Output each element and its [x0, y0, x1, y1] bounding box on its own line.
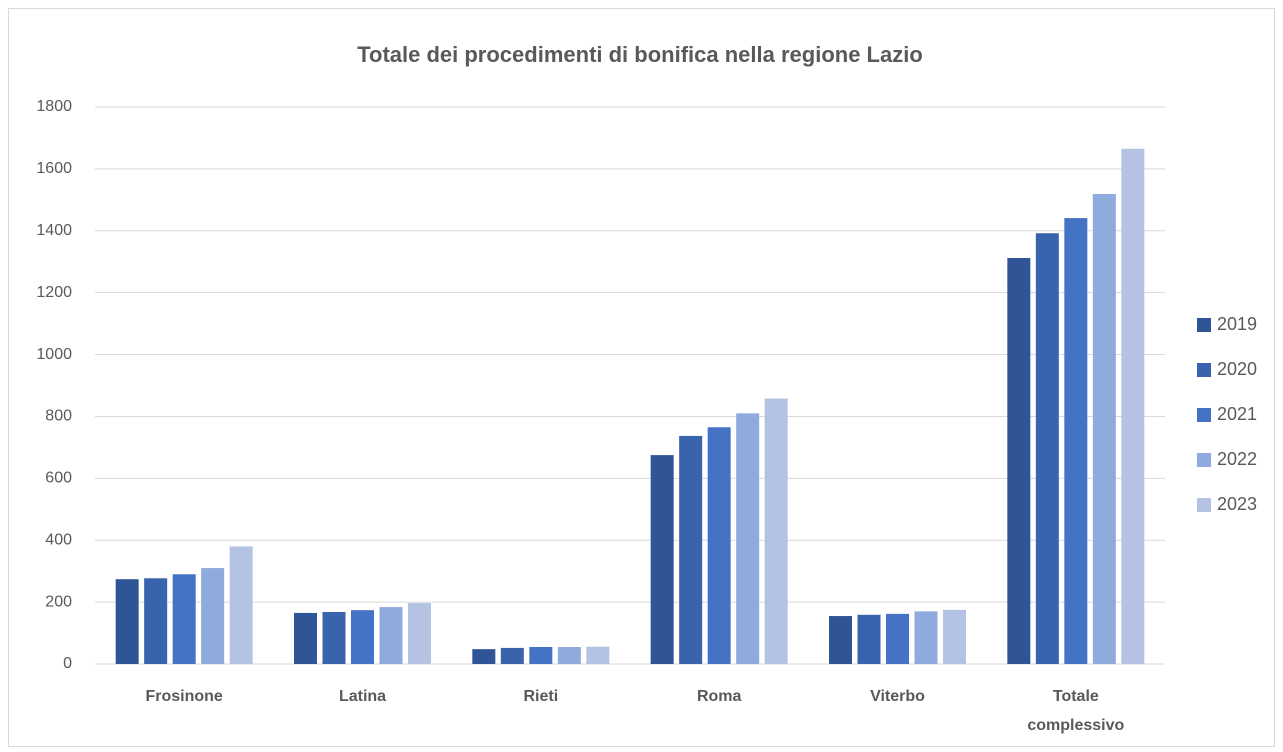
bar — [144, 578, 168, 664]
bar — [650, 455, 674, 664]
y-tick-label: 1000 — [36, 346, 72, 363]
x-tick-label: Latina — [339, 688, 386, 705]
legend-label: 2019 — [1217, 314, 1257, 334]
y-tick-label: 1600 — [36, 160, 72, 177]
bar — [707, 427, 731, 664]
bar — [529, 646, 553, 664]
chart-title: Totale dei procedimenti di bonifica nell… — [357, 42, 923, 67]
bar — [679, 435, 703, 664]
bar — [1035, 233, 1059, 664]
bar — [229, 546, 253, 664]
bar — [1064, 218, 1088, 664]
legend-swatch — [1197, 363, 1211, 377]
y-tick-label: 200 — [45, 593, 72, 610]
bar — [500, 647, 524, 664]
legend-label: 2022 — [1217, 449, 1257, 469]
y-tick-label: 1800 — [36, 98, 72, 115]
y-tick-label: 0 — [63, 655, 72, 672]
bar — [294, 612, 317, 664]
bar — [201, 568, 225, 664]
bar — [172, 574, 196, 664]
bar — [322, 612, 346, 664]
x-tick-label: Totale complessivo — [1027, 688, 1124, 734]
bar — [886, 613, 909, 664]
y-tick-label: 800 — [45, 408, 72, 425]
bar — [1007, 258, 1031, 664]
y-tick-label: 1400 — [36, 222, 72, 239]
bar — [914, 611, 938, 664]
y-tick-label: 400 — [45, 531, 72, 548]
bar — [351, 610, 374, 664]
bar — [943, 609, 966, 664]
x-tick-label: Rieti — [523, 688, 558, 705]
bar — [829, 616, 852, 664]
bar — [472, 649, 496, 664]
bar — [557, 646, 581, 664]
bar — [408, 603, 431, 664]
legend-label: 2020 — [1217, 359, 1257, 379]
bar — [379, 607, 403, 664]
bar — [764, 398, 788, 664]
bar — [857, 614, 881, 664]
bar — [736, 413, 760, 664]
legend-label: 2023 — [1217, 494, 1257, 514]
x-tick-label: Frosinone — [145, 688, 222, 705]
y-tick-label: 600 — [45, 470, 72, 487]
bar — [1092, 193, 1116, 664]
legend-swatch — [1197, 498, 1211, 512]
x-tick-label: Viterbo — [870, 688, 925, 705]
legend-swatch — [1197, 453, 1211, 467]
legend-label: 2021 — [1217, 404, 1257, 424]
x-tick-label: Roma — [697, 688, 742, 705]
legend-swatch — [1197, 318, 1211, 332]
bar — [1121, 148, 1145, 664]
y-tick-label: 1200 — [36, 284, 72, 301]
bar — [115, 579, 139, 664]
legend-swatch — [1197, 408, 1211, 422]
bar — [586, 646, 610, 664]
